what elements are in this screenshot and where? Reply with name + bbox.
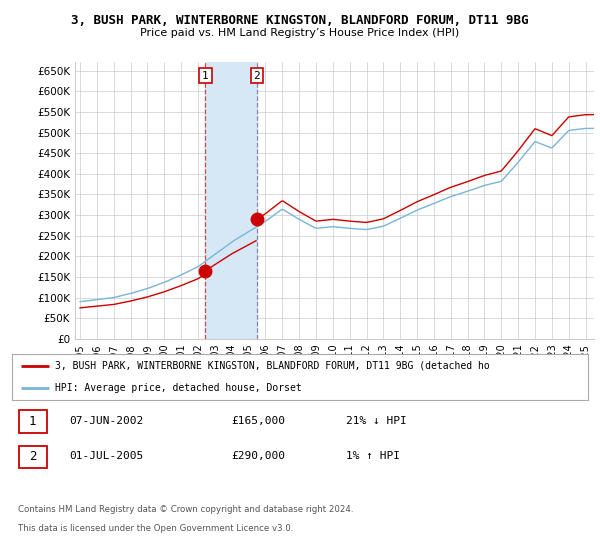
Text: 3, BUSH PARK, WINTERBORNE KINGSTON, BLANDFORD FORUM, DT11 9BG: 3, BUSH PARK, WINTERBORNE KINGSTON, BLAN… (71, 14, 529, 27)
Text: 07-JUN-2002: 07-JUN-2002 (70, 416, 144, 426)
Text: £290,000: £290,000 (231, 451, 285, 461)
Text: 1: 1 (29, 414, 37, 427)
Text: 1% ↑ HPI: 1% ↑ HPI (346, 451, 400, 461)
Text: 2: 2 (254, 71, 260, 81)
Text: 1: 1 (202, 71, 209, 81)
Text: 3, BUSH PARK, WINTERBORNE KINGSTON, BLANDFORD FORUM, DT11 9BG (detached ho: 3, BUSH PARK, WINTERBORNE KINGSTON, BLAN… (55, 361, 490, 371)
Text: Price paid vs. HM Land Registry’s House Price Index (HPI): Price paid vs. HM Land Registry’s House … (140, 28, 460, 38)
Text: Contains HM Land Registry data © Crown copyright and database right 2024.: Contains HM Land Registry data © Crown c… (18, 505, 353, 514)
Text: HPI: Average price, detached house, Dorset: HPI: Average price, detached house, Dors… (55, 384, 302, 394)
Text: This data is licensed under the Open Government Licence v3.0.: This data is licensed under the Open Gov… (18, 524, 293, 533)
Text: 2: 2 (29, 450, 37, 463)
Text: 21% ↓ HPI: 21% ↓ HPI (346, 416, 407, 426)
FancyBboxPatch shape (19, 410, 47, 433)
Bar (205, 62, 257, 339)
Text: £165,000: £165,000 (231, 416, 285, 426)
FancyBboxPatch shape (19, 446, 47, 468)
Text: 01-JUL-2005: 01-JUL-2005 (70, 451, 144, 461)
